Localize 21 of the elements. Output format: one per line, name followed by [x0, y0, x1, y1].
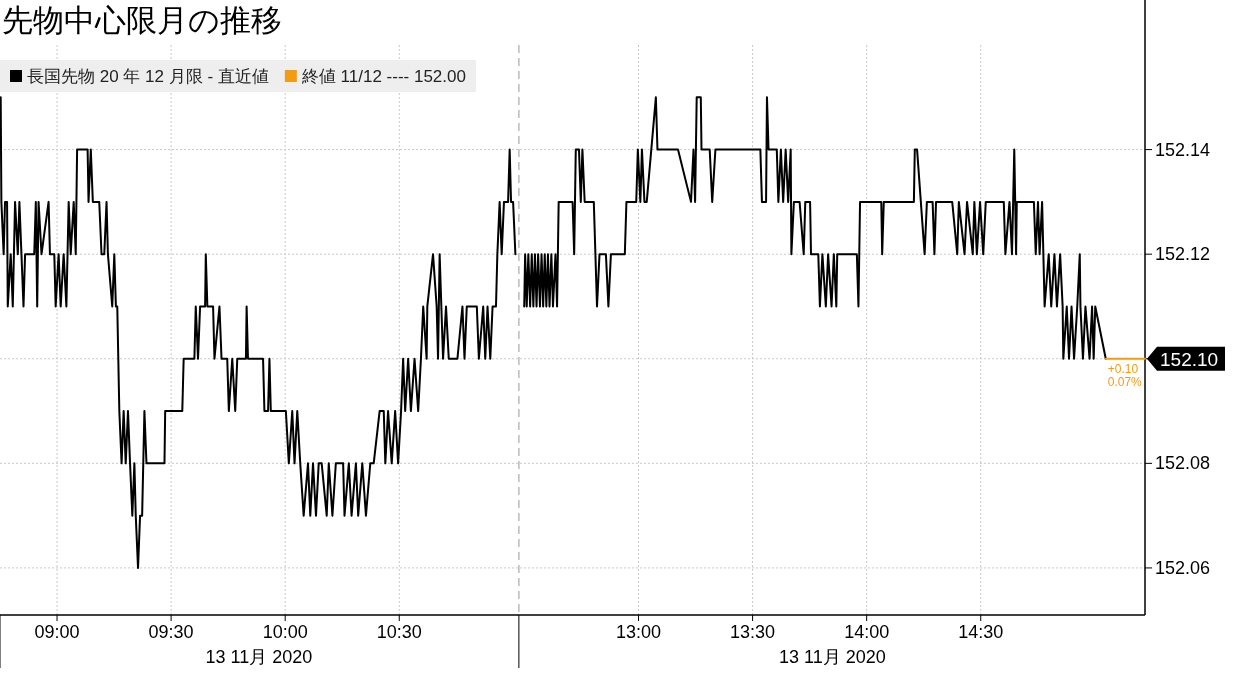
- y-tick-label: 152.12: [1155, 244, 1211, 265]
- x-tick-label: 14:30: [958, 622, 1004, 642]
- x-axis-title: 13 11月 2020: [205, 647, 313, 667]
- y-tick-label: 152.08: [1155, 453, 1211, 474]
- x-tick-label: 09:00: [34, 622, 80, 642]
- annotation: 0.07%: [1107, 374, 1143, 389]
- y-tick-label: 152.14: [1155, 139, 1211, 160]
- chart-title: 先物中心限月の推移: [2, 3, 282, 38]
- annotation: +0.10: [1107, 361, 1139, 376]
- x-tick-label: 13:00: [616, 622, 662, 642]
- x-tick-label: 09:30: [148, 622, 194, 642]
- x-axis-title: 13 11月 2020: [779, 647, 886, 667]
- y-tick-label: 152.06: [1155, 557, 1211, 578]
- line-series: [523, 96, 1107, 360]
- data-label: 152.10: [1160, 348, 1219, 370]
- legend-label: 長国先物 20 年 12 月限 - 直近値: [27, 67, 269, 86]
- x-tick-label: 10:30: [376, 622, 422, 642]
- x-tick-label: 14:00: [844, 622, 890, 642]
- x-tick-label: 10:00: [262, 622, 308, 642]
- legend: 長国先物 20 年 12 月限 - 直近値 終値 11/12 ---- 152.00: [0, 60, 476, 92]
- x-tick-label: 13:30: [730, 622, 776, 642]
